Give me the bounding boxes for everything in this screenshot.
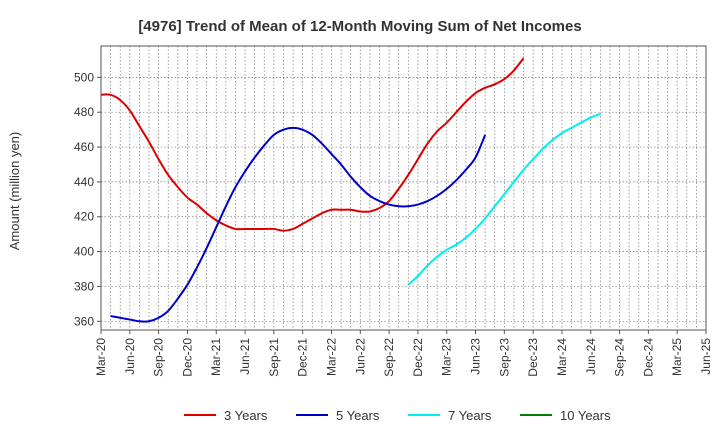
y-tick-label: 480 (74, 105, 94, 119)
x-tick-label: Dec-24 (641, 338, 655, 377)
x-tick-label: Mar-22 (324, 338, 338, 376)
y-tick-label: 420 (74, 210, 94, 224)
x-tick-label: Mar-25 (670, 338, 684, 376)
x-tick-label: Dec-22 (411, 338, 425, 377)
x-tick-label: Jun-23 (469, 338, 483, 375)
plot-area (100, 57, 601, 323)
y-axis-label: Amount (million yen) (7, 132, 22, 251)
x-tick-label: Dec-20 (180, 338, 194, 377)
x-tick-label: Dec-21 (296, 338, 310, 377)
x-tick-label: Jun-20 (123, 338, 137, 375)
x-tick-label: Sep-22 (382, 338, 396, 377)
x-tick-label: Mar-21 (209, 338, 223, 376)
legend-label-2: 7 Years (448, 408, 492, 423)
series-line-2 (407, 113, 601, 286)
chart-title: [4976] Trend of Mean of 12-Month Moving … (138, 18, 581, 35)
legend-label-1: 5 Years (336, 408, 380, 423)
y-tick-label: 440 (74, 175, 94, 189)
x-tick-label: Mar-20 (94, 338, 108, 376)
y-tick-label: 460 (74, 140, 94, 154)
legend: 3 Years 5 Years 7 Years 10 Years (184, 408, 611, 423)
x-tick-label: Mar-23 (440, 338, 454, 376)
x-tick-label: Jun-24 (584, 338, 598, 375)
axes: 360 380 400 420 440 460 480 500 Mar-20 Jun-20 Sep-… (74, 45, 713, 377)
x-tick-label: Sep-23 (497, 338, 511, 377)
x-tick-label: Mar-24 (555, 338, 569, 376)
grid (101, 46, 706, 330)
plot-frame (100, 45, 707, 331)
y-tick-label: 500 (74, 70, 94, 84)
y-tick-label: 380 (74, 279, 94, 293)
x-tick-label: Sep-24 (613, 338, 627, 377)
x-tick-label: Sep-21 (267, 338, 281, 377)
x-tick-label: Dec-23 (526, 338, 540, 377)
y-tick-label: 360 (74, 314, 94, 328)
x-tick-label: Jun-25 (699, 338, 713, 375)
series-line-0 (100, 57, 525, 232)
y-tick-label: 400 (74, 245, 94, 259)
series-line-1 (110, 126, 487, 323)
x-tick-label: Sep-20 (152, 338, 166, 377)
legend-label-3: 10 Years (560, 408, 611, 423)
legend-label-0: 3 Years (224, 408, 268, 423)
x-tick-label: Jun-21 (238, 338, 252, 375)
x-tick-label: Jun-22 (353, 338, 367, 375)
